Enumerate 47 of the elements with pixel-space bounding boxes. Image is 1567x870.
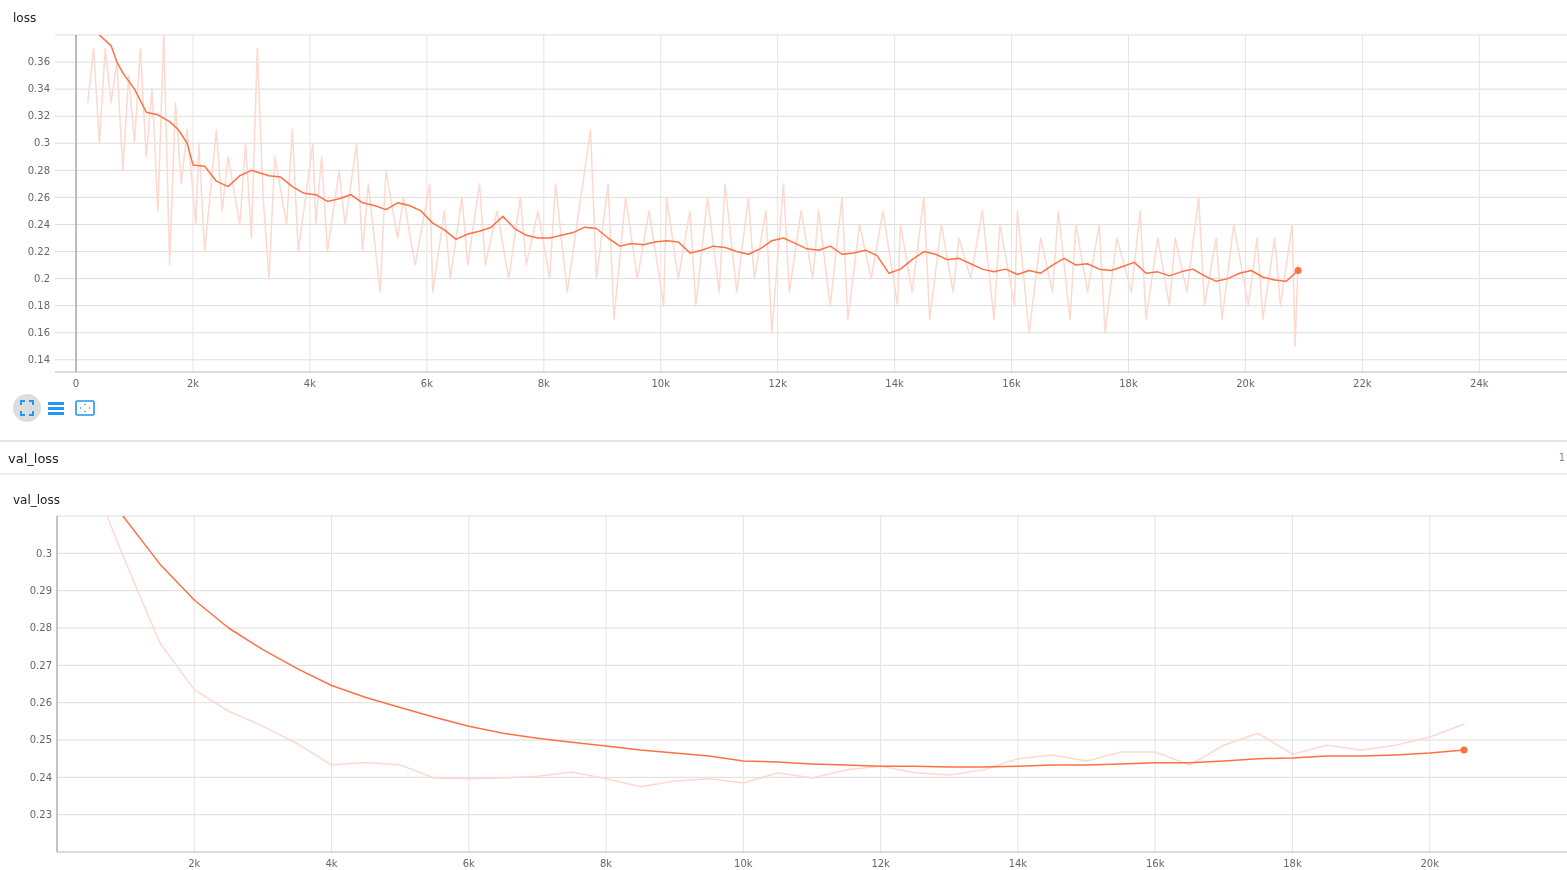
x-tick-label: 16k bbox=[1145, 858, 1165, 869]
y-tick-label: 0.14 bbox=[27, 354, 50, 366]
y-tick-label: 0.34 bbox=[27, 83, 50, 95]
x-tick-label: 4k bbox=[325, 858, 338, 869]
y-tick-label: 0.3 bbox=[34, 137, 50, 149]
x-tick-label: 6k bbox=[462, 858, 476, 869]
y-tick-label: 0.16 bbox=[27, 326, 50, 338]
y-tick-label: 0.22 bbox=[27, 245, 50, 257]
x-tick-label: 18k bbox=[1283, 858, 1302, 869]
y-tick-label: 0.28 bbox=[27, 164, 50, 176]
y-tick-label: 0.25 bbox=[29, 734, 52, 746]
x-tick-label: 6k bbox=[420, 378, 434, 389]
y-tick-label: 0.27 bbox=[29, 659, 52, 671]
chart-title: val_loss bbox=[13, 493, 60, 507]
x-tick-label: 10k bbox=[651, 378, 671, 389]
x-tick-label: 24k bbox=[1470, 378, 1489, 389]
x-tick-label: 2k bbox=[188, 858, 201, 869]
x-tick-label: 20k bbox=[1420, 858, 1440, 869]
x-tick-label: 14k bbox=[1008, 858, 1028, 869]
y-tick-label: 0.24 bbox=[29, 771, 52, 783]
x-tick-label: 8k bbox=[537, 378, 551, 389]
y-tick-label: 0.26 bbox=[29, 696, 52, 708]
x-tick-label: 8k bbox=[600, 858, 613, 869]
y-tick-label: 0.32 bbox=[27, 110, 50, 122]
chart-title: loss bbox=[13, 11, 37, 25]
text: val_loss bbox=[8, 451, 60, 466]
y-tick-label: 0.24 bbox=[27, 218, 50, 230]
text: 1 bbox=[1558, 452, 1565, 463]
y-tick-label: 0.26 bbox=[27, 191, 50, 203]
x-tick-label: 22k bbox=[1353, 378, 1372, 389]
y-tick-label: 0.23 bbox=[29, 808, 52, 820]
x-tick-label: 18k bbox=[1119, 378, 1138, 389]
y-tick-label: 0.2 bbox=[34, 272, 50, 284]
x-tick-label: 12k bbox=[871, 858, 891, 869]
y-tick-label: 0.29 bbox=[29, 584, 52, 596]
y-tick-label: 0.3 bbox=[36, 547, 52, 559]
y-tick-label: 0.28 bbox=[29, 622, 52, 634]
x-tick-label: 0 bbox=[72, 378, 80, 389]
y-tick-label: 0.18 bbox=[27, 299, 50, 311]
x-tick-label: 4k bbox=[303, 378, 317, 389]
x-tick-label: 2k bbox=[186, 378, 200, 389]
x-tick-label: 16k bbox=[1002, 378, 1022, 389]
x-tick-label: 12k bbox=[768, 378, 788, 389]
x-tick-label: 10k bbox=[734, 858, 753, 869]
y-tick-label: 0.36 bbox=[27, 56, 50, 68]
x-tick-label: 14k bbox=[885, 378, 905, 389]
x-tick-label: 20k bbox=[1236, 378, 1255, 389]
